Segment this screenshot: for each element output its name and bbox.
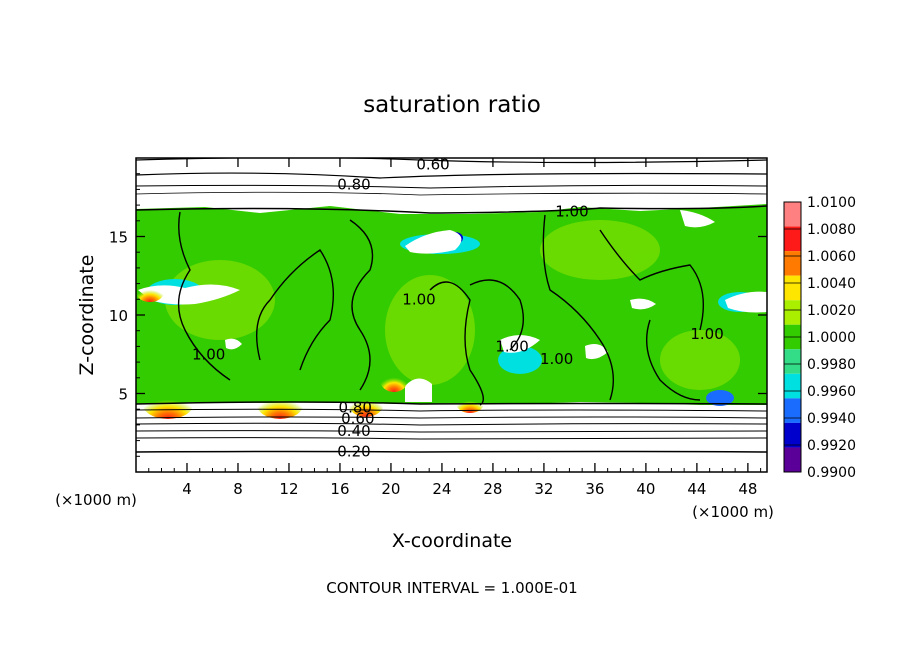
contour-label: 1.00 [495, 337, 528, 355]
colorbar-level-label: 0.9980 [807, 357, 856, 373]
colorbar-level-label: 0.9900 [807, 465, 856, 481]
contour-label: 0.80 [339, 399, 372, 417]
y-axis-label: Z-coordinate [76, 255, 98, 376]
near-unity-patches [165, 220, 740, 390]
y-unit-label: (×1000 m) [55, 491, 137, 509]
plot-area: 0.600.801.001.001.001.001.001.000.800.60… [136, 158, 767, 472]
colorbar: 1.0100 1.0080 1.0060 1.0040 1.0020 1.0000 0.99… [783, 195, 856, 481]
x-tick-label: 28 [483, 480, 502, 498]
x-tick-label: 32 [534, 480, 553, 498]
colorbar-level-label: 1.0060 [807, 249, 856, 265]
contour-label: 0.40 [337, 422, 370, 440]
x-tick-label: 4 [182, 480, 192, 498]
contour-label: 0.80 [337, 176, 370, 194]
colorbar-level-label: 1.0000 [807, 330, 856, 346]
x-tick-label: 36 [585, 480, 604, 498]
contour-label: 0.20 [337, 443, 370, 461]
colorbar-swatch [784, 447, 801, 472]
colorbar-level-label: 0.9920 [807, 438, 856, 454]
colorbar-swatch [784, 349, 801, 374]
x-tick-label: 8 [233, 480, 243, 498]
contour-labels: 0.600.801.001.001.001.001.001.000.800.60… [192, 158, 724, 461]
colorbar-level-label: 0.9960 [807, 384, 856, 400]
y-tick-label: 5 [118, 386, 128, 404]
colorbar-level-label: 1.0020 [807, 303, 856, 319]
colorbar-swatch [784, 300, 801, 325]
colorbar-level-label: 0.9940 [807, 411, 856, 427]
contour-label: 1.00 [555, 202, 588, 220]
contour-interval-note: CONTOUR INTERVAL = 1.000E-01 [326, 579, 577, 597]
colorbar-swatch [784, 226, 801, 252]
contour-lines [136, 158, 767, 453]
contour-label: 1.00 [192, 345, 225, 363]
x-axis-ticks: 4 8 12 16 20 24 28 32 36 40 44 48 [148, 158, 762, 498]
colorbar-swatch [784, 251, 801, 276]
colorbar-swatch [784, 373, 801, 399]
x-unit-label: (×1000 m) [692, 503, 774, 521]
x-tick-label: 48 [738, 480, 757, 498]
contour-label: 1.00 [402, 290, 435, 308]
colorbar-swatch [784, 398, 801, 423]
y-tick-label: 10 [109, 307, 128, 325]
y-axis-ticks: 5 10 15 [109, 173, 767, 457]
chart-title: saturation ratio [363, 92, 541, 118]
colorbar-swatch [784, 202, 801, 227]
x-tick-label: 16 [330, 480, 349, 498]
contour-label: 1.00 [690, 325, 723, 343]
x-tick-label: 12 [279, 480, 298, 498]
colorbar-swatch [784, 275, 801, 301]
colorbar-swatch [784, 422, 801, 448]
x-tick-label: 24 [432, 480, 451, 498]
x-tick-label: 20 [381, 480, 400, 498]
contour-label: 1.00 [540, 350, 573, 368]
colorbar-level-label: 1.0040 [807, 276, 856, 292]
contour-label: 0.60 [341, 410, 374, 428]
colorbar-level-label: 1.0100 [807, 195, 856, 211]
x-tick-label: 40 [636, 480, 655, 498]
saturated-region [136, 204, 767, 405]
x-tick-label: 44 [687, 480, 706, 498]
colorbar-level-label: 1.0080 [807, 222, 856, 238]
x-axis-label: X-coordinate [392, 530, 512, 552]
y-tick-label: 15 [109, 229, 128, 247]
